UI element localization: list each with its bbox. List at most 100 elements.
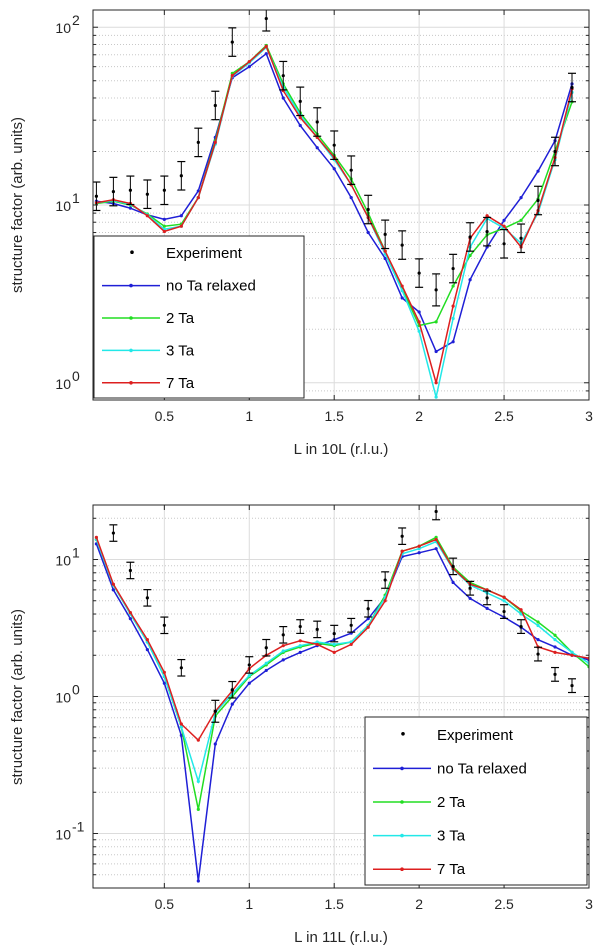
legend-label: no Ta relaxed bbox=[166, 278, 256, 295]
series-point bbox=[417, 329, 421, 333]
series-line-4 bbox=[95, 537, 589, 742]
y-axis-label: structure factor (arb. units) bbox=[9, 609, 26, 785]
experiment-point bbox=[196, 140, 200, 144]
experiment-point bbox=[230, 40, 234, 44]
experiment-point bbox=[417, 271, 421, 275]
x-tick-label: 2 bbox=[415, 896, 423, 912]
y-tick-exponent: 1 bbox=[72, 190, 80, 206]
legend-entry: 3 Ta bbox=[373, 828, 466, 845]
x-tick-label: 3 bbox=[585, 408, 593, 424]
series-point bbox=[502, 218, 506, 222]
series-point bbox=[264, 52, 268, 56]
y-tick-label: 10 bbox=[55, 553, 71, 569]
series-point bbox=[570, 650, 574, 654]
experiment-point bbox=[162, 623, 166, 627]
experiment-point bbox=[519, 624, 523, 629]
experiment-point bbox=[332, 631, 336, 636]
legend-entry: 7 Ta bbox=[373, 861, 466, 878]
x-tick-label: 1.5 bbox=[324, 408, 344, 424]
series-point bbox=[434, 320, 438, 324]
legend-marker bbox=[400, 867, 404, 871]
y-tick-exponent: 2 bbox=[72, 12, 80, 28]
series-point bbox=[434, 381, 438, 385]
series-point bbox=[417, 310, 421, 314]
experiment-point bbox=[128, 188, 132, 192]
experiment-point bbox=[366, 607, 370, 611]
x-tick-label: 1.5 bbox=[324, 896, 344, 912]
series-point bbox=[162, 670, 166, 674]
experiment-point bbox=[553, 149, 557, 154]
series-point bbox=[519, 608, 523, 612]
series-point bbox=[400, 549, 404, 553]
experiment-point bbox=[485, 230, 489, 234]
series-point bbox=[230, 702, 234, 706]
experiment-point bbox=[451, 266, 455, 271]
series-point bbox=[468, 596, 472, 601]
series-point bbox=[451, 316, 455, 321]
series-point bbox=[434, 537, 438, 542]
x-tick-label: 2 bbox=[415, 408, 423, 424]
series-point bbox=[213, 140, 217, 144]
series-point bbox=[383, 256, 387, 261]
series-point bbox=[485, 214, 489, 218]
series-point bbox=[281, 649, 285, 653]
x-axis-label: L in 11L (r.l.u.) bbox=[294, 929, 388, 946]
x-tick-label: 0.5 bbox=[155, 408, 175, 424]
x-tick-label: 2.5 bbox=[494, 896, 514, 912]
experiment-point bbox=[298, 624, 302, 629]
experiment-point bbox=[230, 688, 234, 692]
series-line-3 bbox=[95, 539, 589, 785]
series-point bbox=[366, 625, 370, 629]
legend-entry: no Ta relaxed bbox=[102, 278, 256, 295]
experiment-point bbox=[349, 168, 353, 172]
series-point bbox=[349, 196, 353, 200]
experiment-point bbox=[281, 633, 285, 637]
series-point bbox=[417, 544, 421, 548]
series-point bbox=[298, 644, 302, 648]
experiment-point bbox=[128, 568, 132, 573]
legend-entry: Experiment bbox=[401, 727, 514, 744]
series-point bbox=[485, 606, 489, 610]
series-point bbox=[536, 620, 540, 624]
series-point bbox=[247, 65, 251, 69]
y-tick-label: 10 bbox=[55, 690, 71, 706]
experiment-point bbox=[570, 85, 574, 90]
series-point bbox=[315, 640, 319, 644]
legend-entry: no Ta relaxed bbox=[373, 760, 527, 777]
experiment-point bbox=[536, 198, 540, 203]
series-point bbox=[400, 288, 404, 293]
series-point bbox=[553, 650, 557, 654]
series-point bbox=[162, 224, 166, 228]
experiment-point bbox=[400, 243, 404, 247]
experiment-point bbox=[332, 143, 336, 147]
experiment-point bbox=[502, 242, 506, 246]
series-point bbox=[502, 595, 506, 599]
series-point bbox=[128, 206, 132, 210]
experiment-point bbox=[468, 235, 472, 239]
experiment-point bbox=[162, 188, 166, 192]
series-point bbox=[264, 44, 268, 49]
experiment-point bbox=[485, 596, 489, 600]
experiment-point bbox=[383, 578, 387, 582]
series-point bbox=[366, 617, 370, 621]
series-point bbox=[281, 644, 285, 648]
legend-label: Experiment bbox=[437, 727, 514, 744]
experiment-point bbox=[145, 192, 149, 196]
series-point bbox=[264, 661, 268, 665]
legend-marker bbox=[401, 732, 405, 736]
series-point bbox=[247, 60, 251, 64]
legend-label: 7 Ta bbox=[166, 375, 195, 392]
series-point bbox=[519, 612, 523, 616]
legend-marker bbox=[400, 833, 404, 838]
experiment-point bbox=[451, 564, 455, 568]
series-point bbox=[519, 218, 523, 222]
series-point bbox=[128, 610, 132, 615]
experiment-point bbox=[247, 663, 251, 667]
legend-entry: 2 Ta bbox=[102, 310, 195, 327]
x-tick-label: 2.5 bbox=[494, 408, 514, 424]
y-axis-label: structure factor (arb. units) bbox=[9, 117, 26, 293]
series-point bbox=[315, 642, 319, 647]
experiment-group bbox=[93, 10, 577, 307]
